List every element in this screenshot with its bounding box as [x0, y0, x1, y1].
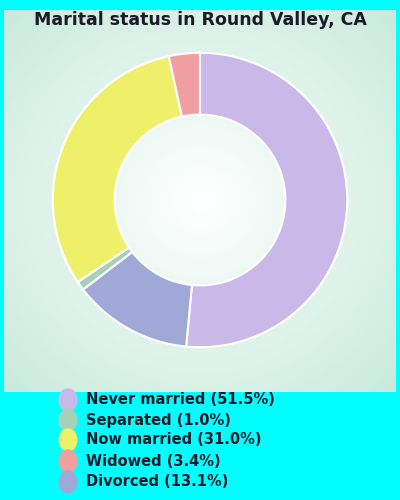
Wedge shape: [78, 248, 132, 290]
Wedge shape: [169, 53, 200, 116]
Text: Marital status in Round Valley, CA: Marital status in Round Valley, CA: [34, 11, 366, 29]
Wedge shape: [83, 252, 192, 346]
Text: Never married (51.5%): Never married (51.5%): [86, 392, 275, 407]
Text: Widowed (3.4%): Widowed (3.4%): [86, 454, 221, 468]
Wedge shape: [53, 56, 182, 282]
Text: Separated (1.0%): Separated (1.0%): [86, 412, 231, 428]
Text: Divorced (13.1%): Divorced (13.1%): [86, 474, 228, 490]
Text: Now married (31.0%): Now married (31.0%): [86, 432, 262, 448]
Wedge shape: [186, 53, 347, 347]
